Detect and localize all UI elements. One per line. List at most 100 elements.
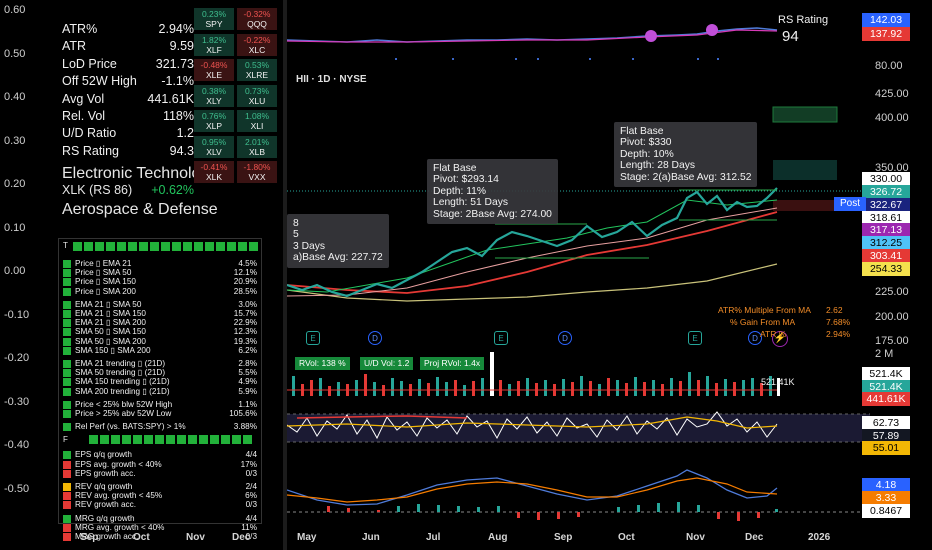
axis-tick-label: 0.20 [4,178,26,190]
sector-ticker: XLV [206,146,222,157]
fund-indicator [199,435,208,445]
flat-base-annotation[interactable]: Flat Base Pivot: $293.14 Depth: 11% Length:… [427,159,558,225]
price-tag: 3.33 [862,491,910,505]
sector-ticker: XLP [205,121,223,131]
checklist-value: 0/3 [245,532,257,541]
sector-change: -0.41% [200,162,228,172]
pass-indicator [95,242,104,251]
checklist-value: 15.7% [233,309,257,318]
industry-name: Aerospace & Defense [62,201,218,218]
earnings-marker[interactable]: E [306,331,320,345]
earnings-marker[interactable]: E [494,331,508,345]
fund-indicator [122,435,131,445]
status-square [63,423,71,432]
stat-key: U/D Ratio [62,126,117,141]
month-label: Dec [232,532,251,543]
pass-indicator [172,242,181,251]
sector-tile[interactable]: 0.73% XLU [237,84,277,107]
sector-tile[interactable]: 1.08% XLI [237,110,277,132]
status-square [63,369,71,378]
rs-rating-value: 94 [782,28,799,45]
status-square [63,460,71,469]
flat-base-annotation[interactable]: Flat Base Pivot: $330 Depth: 10% Length: 28… [614,122,758,188]
annotation-line: 3 Days [293,240,326,252]
sector-tile[interactable]: 2.01% XLB [237,135,277,158]
lightning-icon[interactable]: ⚡ [772,331,788,347]
sector-label: Electronic Technology [62,165,217,183]
fund-indicator [177,435,186,445]
sector-tile[interactable]: 1.82% XLF [194,33,234,56]
stat-row: ATR% 2.94% [62,22,194,39]
checklist-row: MRG growth acc. 0/3 [63,532,257,541]
sector-tile[interactable]: 0.53% XLRE [237,59,277,81]
checklist-value: 4/4 [245,513,257,523]
status-square [63,278,71,287]
fund-indicator [133,435,142,445]
dividend-marker[interactable]: D [368,331,382,345]
price-chart[interactable] [287,0,870,530]
sector-change: 0.53% [244,60,270,70]
sector-change: 1.82% [201,34,227,45]
volume-badge: U/D Vol: 1.2 [360,357,414,370]
dividend-marker[interactable]: D [558,331,572,345]
fund-indicator [155,435,164,445]
pass-indicator [139,242,148,251]
sector-change: 0.73% [244,85,270,96]
status-square [63,378,71,387]
sector-ticker: XLK [205,172,223,182]
earnings-marker[interactable]: E [688,331,702,345]
axis-tick-label: 200.00 [875,311,909,323]
price-tag: 142.03 [862,13,910,27]
pass-indicator [117,242,126,251]
sector-tile[interactable]: 0.38% XLY [194,84,234,107]
status-square [63,360,71,368]
pass-indicator [216,242,225,251]
rs-new-high-dot [706,24,718,36]
checklist-value: 105.6% [229,409,257,418]
stat-row: Off 52W High -1.1% [62,74,194,91]
status-square [63,451,71,460]
sector-ticker: XLB [248,146,266,157]
checklist-row: SMA 50 ▯ SMA 200 19.3% [63,337,257,346]
panel-divider[interactable] [283,0,287,550]
ma-stat-value: 2.94% [826,329,851,339]
sector-tile[interactable]: -0.41% XLK [194,161,234,183]
rs-ticks [395,58,719,60]
price-tag: 4.18 [862,478,910,492]
month-label: Oct [618,532,635,543]
oscillator-highlight [296,415,468,419]
checklist-label: SMA 50 ▯ SMA 150 [75,327,146,337]
sector-tile[interactable]: -0.48% XLE [194,59,234,81]
checklist-row: EMA 21 trending ▯ (21D) 2.8% [63,359,257,368]
checklist-label: SMA 150 trending ▯ (21D) [75,377,170,387]
checklist-label: MRG growth acc. [75,532,139,541]
checklist-label: REV avg. growth < 45% [75,491,163,501]
axis-tick-label: 400.00 [875,112,909,124]
sector-tile[interactable]: -1.80% VXX [237,161,277,183]
checklist-row: MRG avg. growth < 40% 11% [63,523,257,532]
sector-ticker: XLRE [245,70,269,80]
stat-value: 1.2 [176,126,194,141]
annotation-line: Depth: 11% [433,185,487,197]
axis-tick-label: 0.30 [4,134,26,147]
sector-tile[interactable]: -0.32% QQQ [237,8,277,30]
sector-tile[interactable]: 0.23% SPY [194,8,234,30]
right-price-axis: 80.00 425.00 400.00 350.00 225.00 200.00 175.0… [870,0,932,550]
price-tag: 318.61 [862,211,910,225]
sector-tile[interactable]: 0.76% XLP [194,110,234,132]
axis-tick-label: -0.10 [4,308,30,321]
checklist-value: 11% [241,522,257,532]
annotation-line: 8 [293,218,299,229]
month-label: Dec [745,532,764,543]
dividend-marker[interactable]: D [748,331,762,345]
axis-tick-label: -0.20 [4,352,30,364]
checklist-row: REV growth acc. 0/3 [63,500,257,510]
sector-tile[interactable]: -0.22% XLC [237,33,277,56]
sector-ticker: XLC [248,44,266,55]
stat-value: 321.73 [155,56,194,71]
sector-change: -0.22% [243,34,271,45]
stat-row: RS Rating 94.3 [62,144,194,161]
status-square [63,269,71,278]
sector-tile[interactable]: 0.95% XLV [194,135,234,158]
